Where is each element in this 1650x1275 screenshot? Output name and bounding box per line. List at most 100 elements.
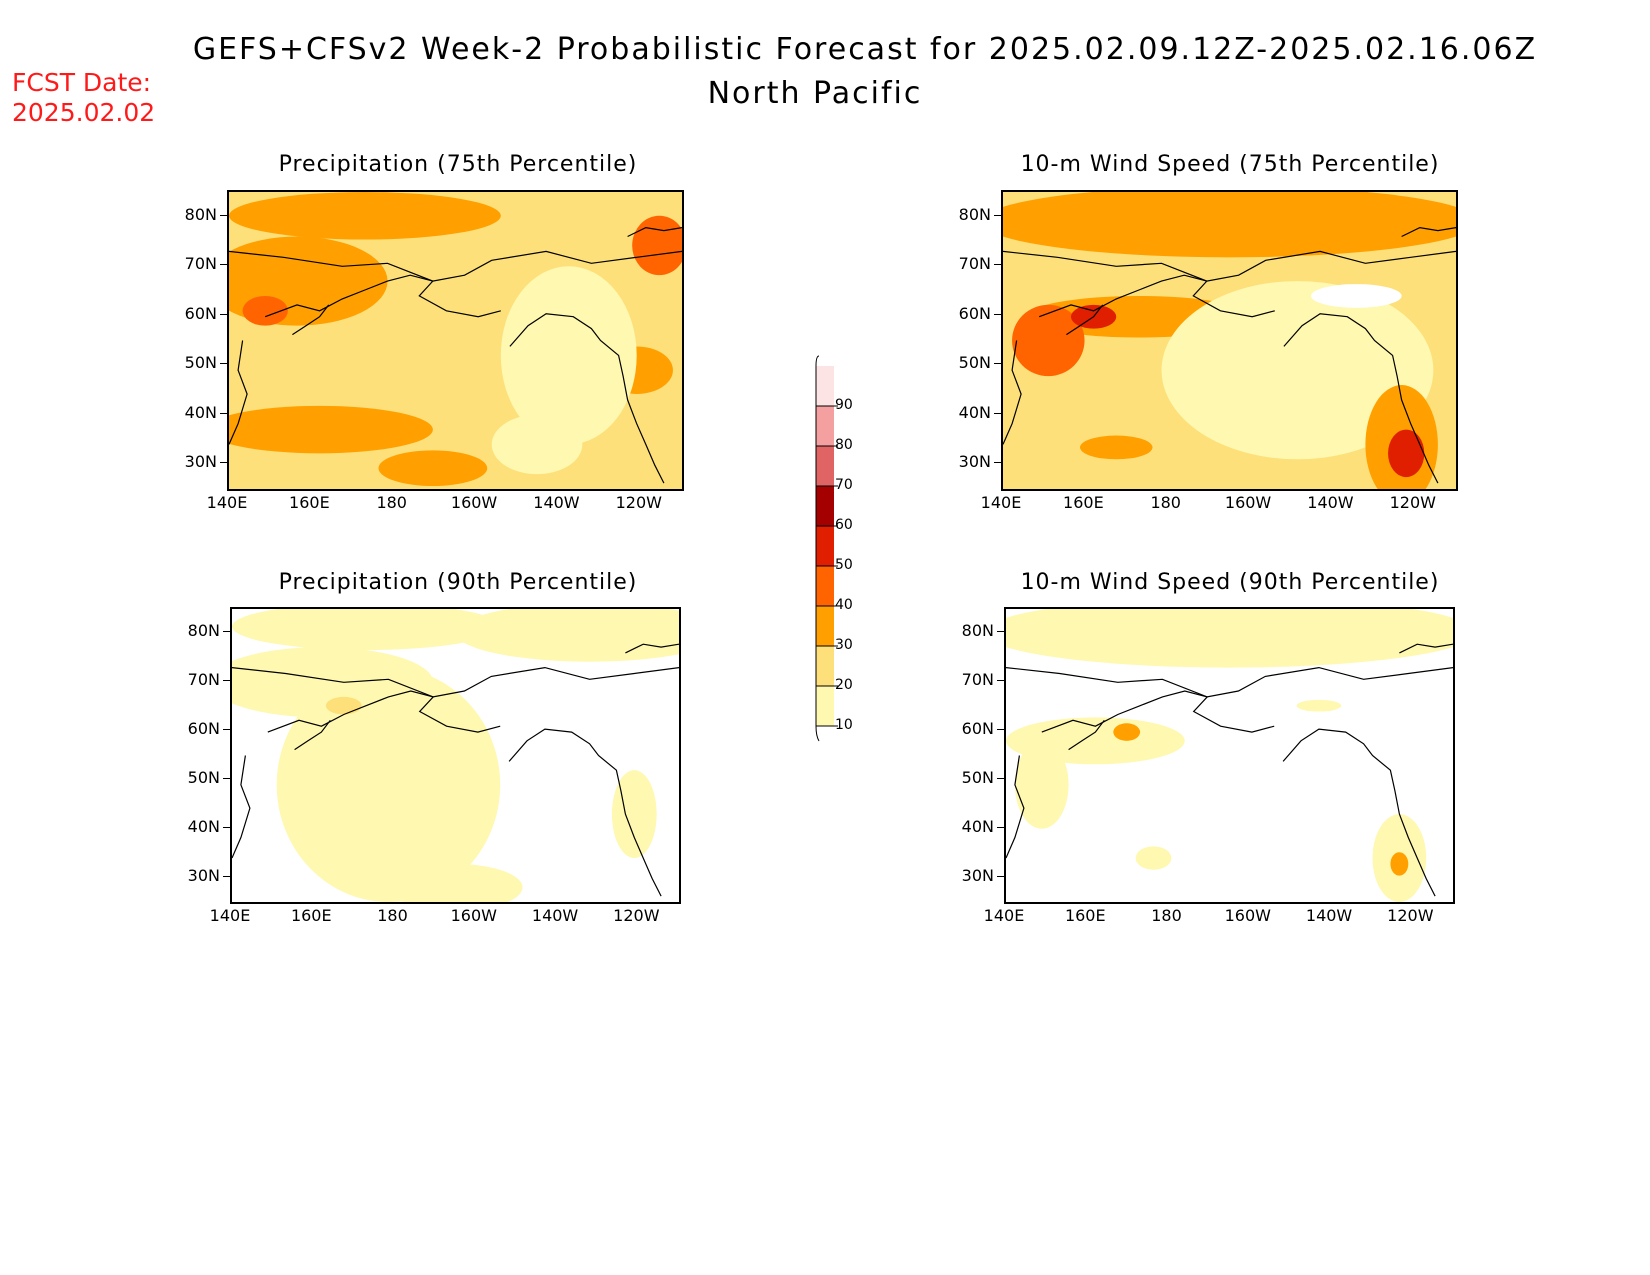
main-title: GEFS+CFSv2 Week-2 Probabilistic Forecast… xyxy=(192,32,1538,67)
panel-title-wind90: 10-m Wind Speed (90th Percentile) xyxy=(1020,570,1440,595)
colorbar-label: 50 xyxy=(835,557,853,573)
coastline xyxy=(264,274,501,318)
colorbar-label: 20 xyxy=(835,677,853,693)
lon-tick-label: 120W xyxy=(1389,493,1436,512)
lat-tick xyxy=(220,214,227,216)
coastline xyxy=(1401,226,1456,238)
coastline xyxy=(1006,755,1025,859)
colorbar xyxy=(815,355,838,742)
probability-contour xyxy=(500,266,637,445)
colorbar-segment xyxy=(816,566,834,606)
lat-tick-label: 30N xyxy=(961,865,994,885)
lat-tick xyxy=(223,631,230,633)
lat-tick-label: 30N xyxy=(958,452,991,472)
lat-tick-label: 50N xyxy=(961,767,994,787)
probability-contour xyxy=(232,647,434,718)
lon-tick-label: 160E xyxy=(289,493,330,512)
coastline xyxy=(294,719,331,751)
colorbar-label: 60 xyxy=(835,517,853,533)
probability-contour xyxy=(491,414,583,475)
lat-tick-label: 40N xyxy=(961,816,994,836)
lat-tick-label: 40N xyxy=(187,816,220,836)
colorbar-label: 70 xyxy=(835,477,853,493)
lon-tick-label: 140E xyxy=(209,906,251,925)
coastline xyxy=(267,690,501,733)
lat-tick xyxy=(223,680,230,682)
lat-tick xyxy=(997,631,1004,633)
lat-tick xyxy=(223,875,230,877)
lon-tick-label: 120W xyxy=(1387,906,1434,925)
map-wind90 xyxy=(1004,607,1455,904)
probability-contour xyxy=(388,863,523,902)
lat-tick xyxy=(994,214,1001,216)
lat-tick-label: 30N xyxy=(187,865,220,885)
probability-contour xyxy=(378,450,488,487)
coastline xyxy=(229,250,682,282)
lat-tick-label: 70N xyxy=(187,670,220,690)
map-precip75 xyxy=(227,190,684,491)
lon-tick-label: 160E xyxy=(1064,906,1106,925)
lat-tick xyxy=(223,729,230,731)
coastline xyxy=(229,340,248,445)
lon-tick-label: 160E xyxy=(1063,493,1104,512)
coastline xyxy=(1068,719,1105,751)
colorbar-segment xyxy=(816,606,834,646)
colorbar-segment xyxy=(816,526,834,566)
lat-tick-label: 60N xyxy=(961,719,994,739)
lon-tick-label: 140E xyxy=(206,493,248,512)
colorbar-label: 10 xyxy=(835,717,853,733)
coastline xyxy=(1066,304,1104,336)
lat-tick xyxy=(220,264,227,266)
coastline xyxy=(1003,340,1022,445)
coastline xyxy=(625,643,679,654)
panel-title-precip75: Precipitation (75th Percentile) xyxy=(278,152,638,177)
colorbar-segment xyxy=(816,486,834,526)
map-field-3 xyxy=(1006,609,1453,902)
lat-tick xyxy=(994,462,1001,464)
lat-tick xyxy=(220,363,227,365)
coastline xyxy=(1038,274,1275,318)
lon-tick-label: 140W xyxy=(533,493,580,512)
lon-tick-label: 140E xyxy=(983,906,1025,925)
probability-contour xyxy=(1006,609,1453,668)
coastline xyxy=(232,666,679,698)
lon-tick-label: 180 xyxy=(377,906,408,925)
map-field-1 xyxy=(1003,192,1456,489)
probability-contour xyxy=(1296,699,1342,712)
probability-contour xyxy=(1003,192,1456,258)
lat-tick xyxy=(220,412,227,414)
lat-tick xyxy=(994,363,1001,365)
probability-contour xyxy=(1311,284,1402,308)
lat-tick-label: 70N xyxy=(958,254,991,274)
lat-tick xyxy=(220,462,227,464)
colorbar-segment xyxy=(816,686,834,726)
lat-tick-label: 60N xyxy=(184,303,217,323)
lon-tick-label: 140E xyxy=(980,493,1022,512)
lon-tick-label: 120W xyxy=(613,906,660,925)
probability-contour xyxy=(229,405,433,454)
map-field-0 xyxy=(229,192,682,489)
map-precip90 xyxy=(230,607,681,904)
lat-tick xyxy=(997,680,1004,682)
coastline xyxy=(1283,313,1439,484)
probability-contour xyxy=(325,696,362,715)
colorbar-label: 90 xyxy=(835,397,853,413)
lat-tick xyxy=(223,777,230,779)
colorbar-label: 40 xyxy=(835,597,853,613)
probability-contour xyxy=(229,192,501,240)
colorbar-label: 30 xyxy=(835,637,853,653)
probability-contour xyxy=(242,295,288,326)
coastline xyxy=(1399,643,1453,654)
probability-contour xyxy=(1012,304,1085,377)
lon-tick-label: 160W xyxy=(1224,493,1272,512)
lat-tick xyxy=(997,729,1004,731)
lat-tick-label: 70N xyxy=(961,670,994,690)
coastline xyxy=(1006,666,1453,698)
lat-tick xyxy=(994,412,1001,414)
lat-tick-label: 80N xyxy=(184,204,217,224)
lon-tick-label: 140W xyxy=(531,906,579,925)
colorbar-label: 80 xyxy=(835,437,853,453)
colorbar-segment xyxy=(816,646,834,686)
lat-tick xyxy=(220,313,227,315)
lon-tick-label: 160E xyxy=(290,906,332,925)
